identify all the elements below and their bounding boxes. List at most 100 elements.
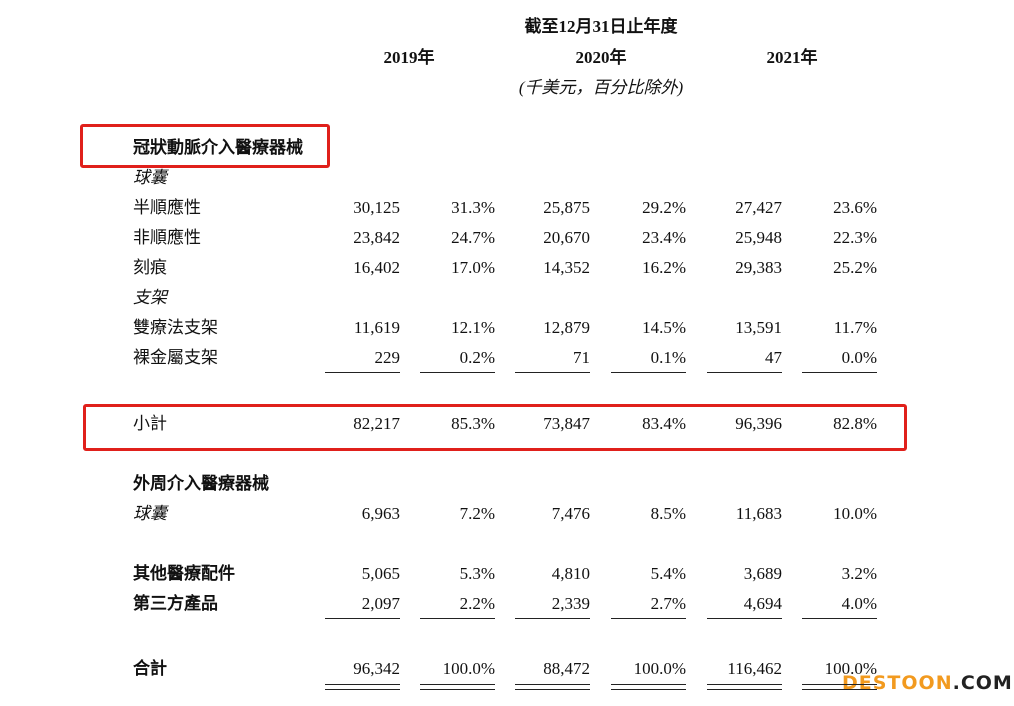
cell-value: 0.0% <box>841 348 877 367</box>
cell-value: 82.8% <box>833 414 877 433</box>
watermark: DESTOON.COM <box>842 672 1013 694</box>
rule <box>707 684 782 685</box>
cell-value: 30,125 <box>353 198 400 217</box>
cell-value: 82,217 <box>353 414 400 433</box>
rule <box>802 684 877 685</box>
row-label: 其他醫療配件 <box>133 564 235 583</box>
cell-value: 2,339 <box>551 594 590 613</box>
rule <box>325 618 400 619</box>
cell-value: 23.4% <box>642 228 686 247</box>
cell-value: 96,396 <box>735 414 782 433</box>
rule <box>611 689 686 690</box>
row-label: 半順應性 <box>133 198 201 217</box>
cell-value: 25,948 <box>735 228 782 247</box>
cell-value: 47 <box>765 348 782 367</box>
cell-value: 0.1% <box>650 348 686 367</box>
row-label: 裸金屬支架 <box>133 348 218 367</box>
row-label: 小計 <box>133 414 167 433</box>
cell-value: 2,097 <box>361 594 400 613</box>
rule <box>611 684 686 685</box>
cell-value: 17.0% <box>451 258 495 277</box>
rule <box>707 689 782 690</box>
cell-value: 31.3% <box>451 198 495 217</box>
rule <box>802 618 877 619</box>
cell-value: 4,810 <box>551 564 590 583</box>
cell-value: 14.5% <box>642 318 686 337</box>
watermark-brand: DESTOON <box>842 672 953 694</box>
rule <box>325 372 400 373</box>
cell-value: 5.4% <box>650 564 686 583</box>
cell-value: 88,472 <box>543 659 590 678</box>
unit-note: (千美元，百分比除外) <box>518 78 684 97</box>
cell-value: 27,427 <box>735 198 782 217</box>
row-label: 第三方產品 <box>133 594 218 613</box>
rule <box>420 618 495 619</box>
row-label: 外周介入醫療器械 <box>133 474 269 493</box>
cell-value: 5,065 <box>361 564 400 583</box>
cell-value: 22.3% <box>833 228 877 247</box>
cell-value: 11,683 <box>735 504 782 523</box>
rule <box>420 684 495 685</box>
rule <box>515 689 590 690</box>
cell-value: 24.7% <box>451 228 495 247</box>
cell-value: 116,462 <box>727 659 782 678</box>
cell-value: 8.5% <box>650 504 686 523</box>
cell-value: 20,670 <box>543 228 590 247</box>
cell-value: 23,842 <box>353 228 400 247</box>
cell-value: 12,879 <box>543 318 590 337</box>
row-label: 支架 <box>133 288 167 307</box>
cell-value: 11.7% <box>833 318 877 337</box>
cell-value: 229 <box>374 348 401 367</box>
cell-value: 3,689 <box>743 564 782 583</box>
rule <box>325 684 400 685</box>
cell-value: 73,847 <box>543 414 590 433</box>
row-label: 雙療法支架 <box>133 318 218 337</box>
cell-value: 96,342 <box>353 659 400 678</box>
row-label: 球囊 <box>133 504 167 523</box>
rule <box>325 689 400 690</box>
cell-value: 11,619 <box>353 318 400 337</box>
rule <box>515 372 590 373</box>
cell-value: 13,591 <box>735 318 782 337</box>
row-label: 球囊 <box>133 168 167 187</box>
rule <box>802 372 877 373</box>
year-header: 2020年 <box>575 48 627 67</box>
cell-value: 29,383 <box>735 258 782 277</box>
cell-value: 2.7% <box>650 594 686 613</box>
rule <box>515 684 590 685</box>
cell-value: 0.2% <box>459 348 495 367</box>
cell-value: 10.0% <box>833 504 877 523</box>
rule <box>802 689 877 690</box>
year-header: 2021年 <box>766 48 818 67</box>
rule <box>707 618 782 619</box>
year-header: 2019年 <box>383 48 435 67</box>
cell-value: 16,402 <box>353 258 400 277</box>
cell-value: 5.3% <box>459 564 495 583</box>
cell-value: 25,875 <box>543 198 590 217</box>
cell-value: 100.0% <box>824 659 877 678</box>
cell-value: 4.0% <box>841 594 877 613</box>
cell-value: 14,352 <box>543 258 590 277</box>
rule <box>420 689 495 690</box>
rule <box>611 372 686 373</box>
cell-value: 100.0% <box>442 659 495 678</box>
row-label: 冠狀動脈介入醫療器械 <box>133 138 303 157</box>
rule <box>420 372 495 373</box>
highlight-box <box>83 404 907 451</box>
cell-value: 6,963 <box>361 504 400 523</box>
rule <box>515 618 590 619</box>
cell-value: 7,476 <box>551 504 590 523</box>
watermark-suffix: .COM <box>952 672 1013 694</box>
cell-value: 83.4% <box>642 414 686 433</box>
row-label: 合計 <box>133 659 167 678</box>
cell-value: 23.6% <box>833 198 877 217</box>
cell-value: 85.3% <box>451 414 495 433</box>
cell-value: 4,694 <box>743 594 782 613</box>
cell-value: 3.2% <box>841 564 877 583</box>
rule <box>611 618 686 619</box>
cell-value: 29.2% <box>642 198 686 217</box>
rule <box>707 372 782 373</box>
cell-value: 7.2% <box>459 504 495 523</box>
cell-value: 71 <box>573 348 590 367</box>
